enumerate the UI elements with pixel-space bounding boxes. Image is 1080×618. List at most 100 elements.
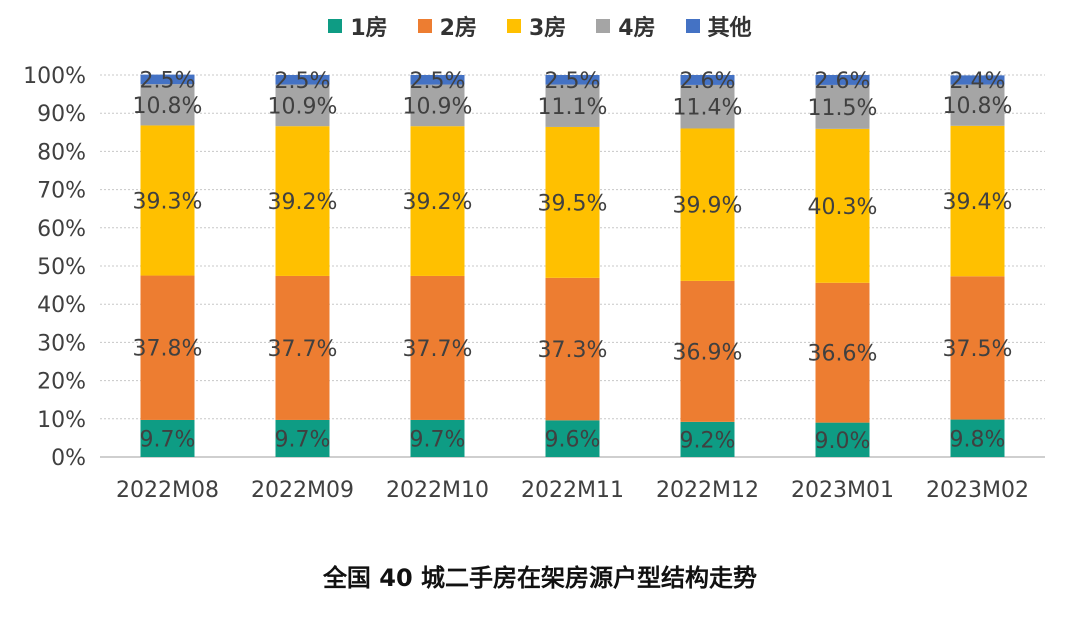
chart-title: 全国 40 城二手房在架房源户型结构走势 bbox=[322, 564, 758, 592]
stacked-bar-chart: 0% 10% 20% 30% 40% 50% 60% 70% 80% 90% 100% 9.7% 37.… bbox=[23, 64, 1045, 503]
legend-label-3br: 3房 bbox=[528, 16, 567, 41]
bar-segment bbox=[815, 282, 870, 423]
data-label: 2.6% bbox=[680, 69, 736, 94]
data-label: 2.5% bbox=[410, 69, 466, 94]
bar-segment bbox=[545, 277, 600, 421]
legend-label-1br: 1房 bbox=[350, 16, 388, 41]
y-tick-label: 60% bbox=[37, 217, 86, 242]
data-label: 11.4% bbox=[673, 96, 743, 121]
legend-swatch-4br bbox=[596, 19, 611, 33]
y-tick-label: 90% bbox=[37, 102, 86, 127]
legend-item-1br: 1房 bbox=[328, 10, 388, 42]
data-label: 10.8% bbox=[943, 94, 1013, 119]
legend-label-other: 其他 bbox=[707, 16, 752, 41]
data-label: 37.7% bbox=[268, 337, 338, 362]
bar-segment bbox=[815, 422, 870, 457]
x-tick-label: 2023M02 bbox=[926, 478, 1029, 503]
bar-segment bbox=[680, 75, 735, 85]
legend-item-3br: 3房 bbox=[506, 10, 567, 42]
data-label: 39.2% bbox=[403, 190, 473, 215]
bar-segment bbox=[140, 84, 195, 126]
legend-swatch-3br bbox=[506, 19, 521, 33]
legend-label-2br: 2房 bbox=[439, 16, 477, 41]
bar-segment bbox=[140, 74, 195, 85]
y-tick-label: 70% bbox=[37, 179, 86, 204]
y-tick-label: 10% bbox=[37, 408, 86, 433]
data-label: 11.5% bbox=[808, 96, 878, 121]
bar-segment bbox=[950, 419, 1005, 457]
bar-segment bbox=[410, 419, 465, 457]
x-tick-label: 2022M10 bbox=[386, 478, 489, 503]
y-tick-label: 100% bbox=[23, 64, 86, 89]
legend-swatch-other bbox=[685, 19, 700, 33]
data-label: 39.4% bbox=[943, 190, 1013, 215]
data-label: 9.7% bbox=[410, 427, 466, 452]
bar-segment bbox=[950, 75, 1005, 85]
bar-segment bbox=[950, 276, 1005, 420]
bar-segment bbox=[140, 419, 195, 457]
y-tick-label: 50% bbox=[37, 255, 86, 280]
legend-item-2br: 2房 bbox=[417, 10, 477, 42]
data-label: 40.3% bbox=[808, 195, 878, 220]
bar-segment bbox=[680, 421, 735, 457]
bar-segment bbox=[275, 419, 330, 457]
bar-segment bbox=[275, 275, 330, 420]
bar-segment bbox=[545, 75, 600, 85]
legend-swatch-1br bbox=[328, 19, 343, 33]
bar-segment bbox=[545, 84, 600, 127]
data-label: 39.9% bbox=[673, 194, 743, 219]
bar-segment bbox=[545, 126, 600, 278]
bar-segment bbox=[680, 84, 735, 129]
data-label: 39.3% bbox=[133, 189, 203, 214]
bar-segment bbox=[275, 126, 330, 276]
bar-segment bbox=[140, 125, 195, 276]
legend-label-4br: 4房 bbox=[618, 16, 656, 41]
data-label: 9.8% bbox=[950, 427, 1006, 452]
data-label: 10.9% bbox=[268, 94, 338, 119]
data-label: 2.4% bbox=[950, 69, 1006, 94]
data-label: 9.6% bbox=[545, 428, 601, 453]
data-label: 9.7% bbox=[275, 427, 331, 452]
data-label: 9.7% bbox=[140, 427, 196, 452]
bar-segment bbox=[275, 75, 330, 85]
y-tick-label: 30% bbox=[37, 331, 86, 356]
bar-segment bbox=[410, 126, 465, 276]
bar-segment bbox=[275, 84, 330, 127]
data-label: 37.8% bbox=[133, 337, 203, 362]
bar-segment bbox=[815, 75, 870, 85]
data-label: 9.0% bbox=[815, 429, 871, 454]
bar-segment bbox=[815, 128, 870, 283]
x-tick-label: 2022M08 bbox=[116, 478, 219, 503]
bar-segment bbox=[410, 84, 465, 127]
bar-segment bbox=[680, 280, 735, 422]
x-tick-label: 2022M12 bbox=[656, 478, 759, 503]
data-label: 39.2% bbox=[268, 190, 338, 215]
data-label: 37.5% bbox=[943, 337, 1013, 362]
bar-segment bbox=[410, 275, 465, 420]
data-label: 10.9% bbox=[403, 94, 473, 119]
x-tick-label: 2023M01 bbox=[791, 478, 894, 503]
data-label: 2.6% bbox=[815, 69, 871, 94]
data-label: 36.6% bbox=[808, 342, 878, 367]
data-label: 39.5% bbox=[538, 191, 608, 216]
x-tick-label: 2022M11 bbox=[521, 478, 624, 503]
data-label: 37.3% bbox=[538, 338, 608, 363]
data-label: 2.5% bbox=[545, 69, 601, 94]
data-label: 10.8% bbox=[133, 94, 203, 119]
y-tick-label: 80% bbox=[37, 140, 86, 165]
legend-swatch-2br bbox=[417, 19, 432, 33]
bar-segment bbox=[680, 128, 735, 281]
data-label: 37.7% bbox=[403, 337, 473, 362]
y-tick-label: 20% bbox=[37, 370, 86, 395]
data-label: 36.9% bbox=[673, 340, 743, 365]
y-tick-label: 40% bbox=[37, 293, 86, 318]
bar-segment bbox=[950, 84, 1005, 126]
data-label: 2.5% bbox=[275, 69, 331, 94]
legend-item-other: 其他 bbox=[685, 10, 752, 42]
bar-segment bbox=[410, 75, 465, 85]
y-tick-label: 0% bbox=[51, 446, 86, 471]
legend-item-4br: 4房 bbox=[596, 10, 656, 42]
data-label: 2.5% bbox=[140, 68, 196, 93]
data-label: 9.2% bbox=[680, 428, 736, 453]
bar-segment bbox=[545, 420, 600, 457]
